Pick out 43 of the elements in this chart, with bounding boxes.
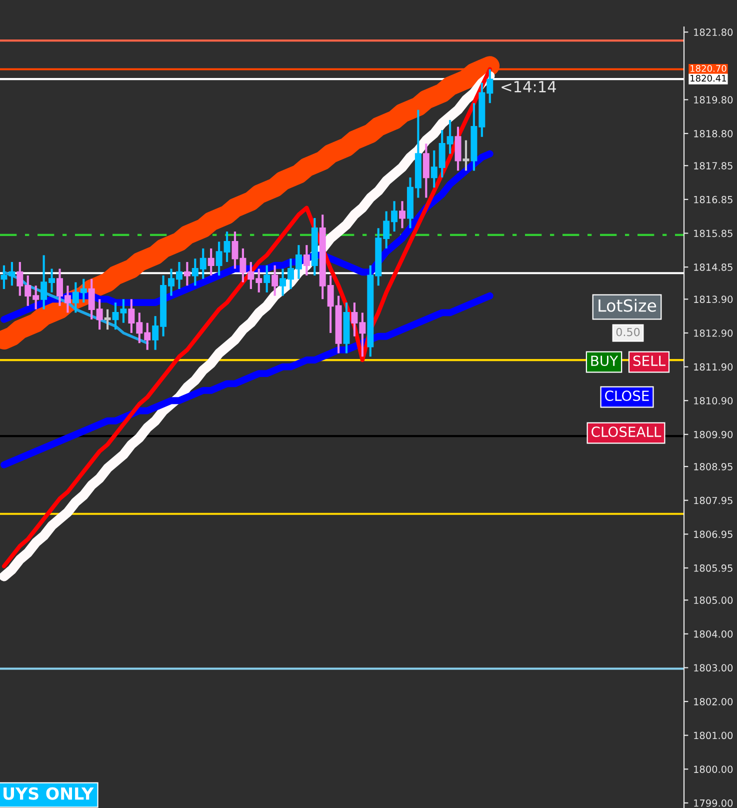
y-tick-label: 1815.85 <box>694 230 732 238</box>
y-tick-label: 1804.00 <box>694 630 733 638</box>
candlestick <box>208 247 214 277</box>
text: CLOSEALL <box>592 426 662 438</box>
y-tick-label: 1812.90 <box>694 329 733 337</box>
y-tick-label: 1810.90 <box>694 397 733 404</box>
y-tick-label: 1806.95 <box>694 530 732 538</box>
y-tick-label: 1805.00 <box>694 596 733 604</box>
text: 0.50 <box>616 328 640 336</box>
annotation: UYS ONLY <box>4 787 94 800</box>
candlestick <box>422 142 430 199</box>
y-tick-label: 1814.85 <box>694 264 732 271</box>
candlestick <box>399 200 406 230</box>
text: CLOSE <box>605 390 649 402</box>
candlestick <box>272 264 278 297</box>
text: <14:14 <box>502 81 556 92</box>
candlestick <box>454 126 462 172</box>
y-tick-label: 1821.80 <box>694 28 733 36</box>
text: BUY <box>591 356 618 366</box>
y-tick-label: 1802.00 <box>694 698 733 706</box>
y-tick-label: 1809.90 <box>694 430 733 438</box>
y-tick-label: 1808.95 <box>694 463 732 470</box>
y-tick-label: 1816.85 <box>694 196 732 204</box>
y-tick-label: 1805.95 <box>694 564 732 572</box>
y-tick-label: 1818.80 <box>694 130 733 138</box>
candlestick <box>104 308 111 331</box>
y-tick-label: 1799.00 <box>694 799 733 807</box>
y-tick-label: 1817.85 <box>694 162 732 170</box>
y-tick-label: 1801.00 <box>694 732 733 740</box>
y-tick-label: 1800.00 <box>694 766 733 773</box>
y-tick-label: 1811.90 <box>694 363 733 371</box>
y-tick-label: 1813.90 <box>694 296 733 303</box>
y-tick-label: 1819.80 <box>694 96 733 104</box>
candlestick <box>184 260 190 287</box>
ref-line-label: 1820.70 <box>690 65 726 72</box>
ref-line-label: 1820.41 <box>690 74 726 82</box>
candlestick <box>303 244 310 277</box>
candlestick <box>264 264 270 294</box>
candlestick <box>462 139 470 172</box>
text: SELL <box>633 356 666 366</box>
text: LotSize <box>598 298 656 312</box>
y-tick-label: 1807.95 <box>694 496 732 504</box>
y-tick-label: 1803.00 <box>694 664 733 672</box>
